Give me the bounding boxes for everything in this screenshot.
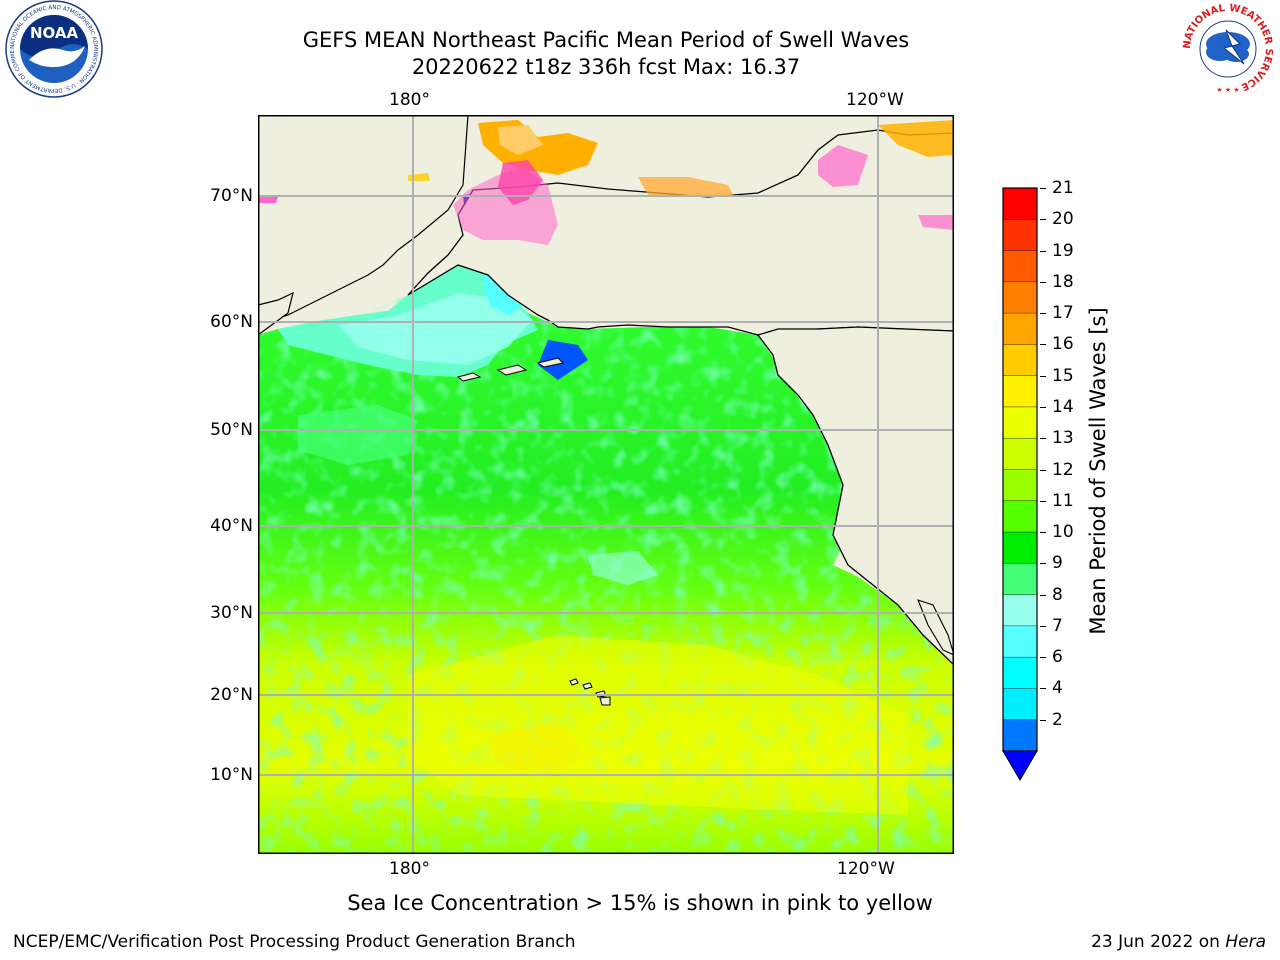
colorbar-cell [1003, 469, 1037, 502]
footer-date: 23 Jun 2022 on Hera [1091, 932, 1266, 952]
sea-ice-caption: Sea Ice Concentration > 15% is shown in … [347, 891, 933, 915]
lon-label-120w-top: 120°W [846, 90, 904, 110]
lat-label-60n: 60°N [210, 312, 253, 332]
nws-logo: NATIONAL WEATHER SERVICE ★ ★ ★ [1181, 2, 1275, 96]
colorbar-tick-mark [1040, 500, 1046, 502]
colorbar-cell [1003, 344, 1037, 377]
colorbar-cell [1003, 188, 1037, 220]
colorbar-cell [1003, 532, 1037, 564]
map-frame [258, 115, 954, 854]
lon-label-180-top: 180° [389, 90, 430, 110]
colorbar-tick-mark [1040, 313, 1046, 315]
lat-label-30n: 30°N [210, 603, 253, 623]
colorbar-cell [1003, 219, 1037, 252]
colorbar-cell [1003, 313, 1037, 345]
swell-period-map [258, 115, 954, 854]
colorbar-tick-mark [1040, 375, 1046, 377]
colorbar-cell [1003, 250, 1037, 283]
colorbar-tick-mark [1040, 688, 1046, 690]
colorbar-tick-mark [1040, 250, 1046, 252]
colorbar-tick-label: 10 [1052, 522, 1074, 543]
colorbar-tick-mark [1040, 469, 1046, 471]
siberia-landmass [258, 115, 469, 326]
colorbar-tick-label: 2 [1052, 709, 1063, 730]
colorbar-tick-label: 9 [1052, 553, 1063, 574]
lat-label-20n: 20°N [210, 685, 253, 705]
colorbar-tick-label: 14 [1052, 396, 1074, 417]
colorbar-tick-label: 11 [1052, 490, 1074, 511]
colorbar-tick-label: 19 [1052, 240, 1074, 261]
lon-label-120w-bottom: 120°W [837, 859, 895, 879]
colorbar-tick-label: 17 [1052, 303, 1074, 324]
lat-label-10n: 10°N [210, 765, 253, 785]
colorbar-tick-label: 7 [1052, 615, 1063, 636]
colorbar-cell [1003, 657, 1037, 689]
lon-label-180-bottom: 180° [389, 859, 430, 879]
colorbar-tick-label: 15 [1052, 365, 1074, 386]
colorbar-tick-mark [1040, 406, 1046, 408]
sea-ice-overlay [258, 120, 954, 245]
colorbar-tick-mark [1040, 657, 1046, 659]
colorbar-tick-mark [1040, 438, 1046, 440]
svg-text:NOAA: NOAA [30, 24, 79, 42]
colorbar-tick-mark [1040, 594, 1046, 596]
colorbar-extend-arrow [1002, 750, 1038, 781]
colorbar-tick-label: 12 [1052, 459, 1074, 480]
colorbar [1002, 187, 1038, 781]
colorbar-tick-label: 18 [1052, 271, 1074, 292]
colorbar-tick-mark [1040, 532, 1046, 534]
colorbar-tick-mark [1040, 344, 1046, 346]
colorbar-cell [1003, 688, 1037, 721]
colorbar-tick-mark [1040, 563, 1046, 565]
colorbar-tick-mark [1040, 719, 1046, 721]
svg-text:★ ★ ★: ★ ★ ★ [1216, 86, 1239, 94]
colorbar-tick-label: 21 [1052, 178, 1074, 198]
colorbar-cell [1003, 625, 1037, 658]
map-title: GEFS MEAN Northeast Pacific Mean Period … [302, 28, 910, 52]
noaa-logo: NATIONAL OCEANIC AND ATMOSPHERIC ADMINIS… [5, 0, 103, 98]
colorbar-tick-label: 8 [1052, 584, 1063, 605]
colorbar-cell [1003, 438, 1037, 470]
colorbar-tick-label: 6 [1052, 647, 1063, 668]
colorbar-cell [1003, 563, 1037, 596]
colorbar-cell [1003, 594, 1037, 627]
colorbar-tick-label: 20 [1052, 209, 1074, 230]
colorbar-tick-mark [1040, 281, 1046, 283]
colorbar-cell [1003, 281, 1037, 314]
colorbar-tick-label: 16 [1052, 334, 1074, 355]
lat-label-40n: 40°N [210, 516, 253, 536]
colorbar-tick-label: 13 [1052, 428, 1074, 449]
colorbar-cell [1003, 719, 1037, 752]
colorbar-tick-label: 4 [1052, 678, 1063, 699]
colorbar-label: Mean Period of Swell Waves [s] [1086, 307, 1110, 635]
footer-date-text: 23 Jun 2022 on [1091, 932, 1226, 952]
colorbar-cell [1003, 500, 1037, 533]
map-subtitle: 20220622 t18z 336h fcst Max: 16.37 [411, 55, 801, 79]
north-america-coast [756, 326, 954, 666]
footer-host: Hera [1225, 932, 1266, 952]
colorbar-cell [1003, 406, 1037, 439]
colorbar-cell [1003, 375, 1037, 408]
lat-label-70n: 70°N [210, 186, 253, 206]
colorbar-frame [1002, 187, 1038, 752]
colorbar-tick-mark [1040, 188, 1046, 189]
lat-label-50n: 50°N [210, 420, 253, 440]
footer-credit: NCEP/EMC/Verification Post Processing Pr… [13, 932, 576, 952]
colorbar-tick-mark [1040, 625, 1046, 627]
colorbar-tick-mark [1040, 219, 1046, 221]
graticule [258, 115, 954, 854]
